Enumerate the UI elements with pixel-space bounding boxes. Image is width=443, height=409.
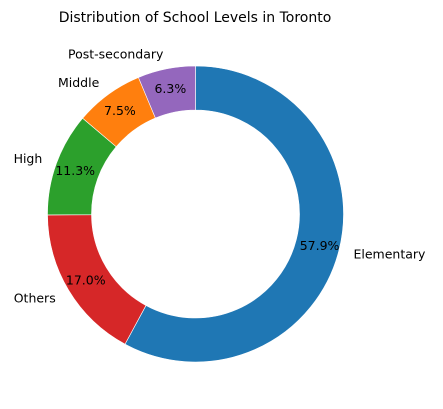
pct-label-post-secondary: 6.3% bbox=[154, 81, 186, 96]
pct-label-high: 11.3% bbox=[55, 163, 95, 178]
slice-post-secondary bbox=[138, 65, 196, 119]
chart-title: Distribution of School Levels in Toronto bbox=[59, 10, 332, 26]
category-label-others: Others bbox=[14, 290, 56, 305]
category-label-post-secondary: Post-secondary bbox=[68, 47, 164, 62]
pct-label-others: 17.0% bbox=[66, 272, 106, 287]
category-label-middle: Middle bbox=[58, 75, 100, 90]
slice-elementary bbox=[124, 65, 344, 363]
donut-slices bbox=[47, 65, 344, 363]
slice-labels: 57.9% Elementary 17.0% Others 11.3% High 7.5% M… bbox=[14, 47, 426, 306]
category-label-elementary: Elementary bbox=[354, 247, 427, 262]
pct-label-elementary: 57.9% bbox=[300, 238, 340, 253]
category-label-high: High bbox=[14, 151, 43, 166]
pct-label-middle: 7.5% bbox=[104, 103, 136, 118]
